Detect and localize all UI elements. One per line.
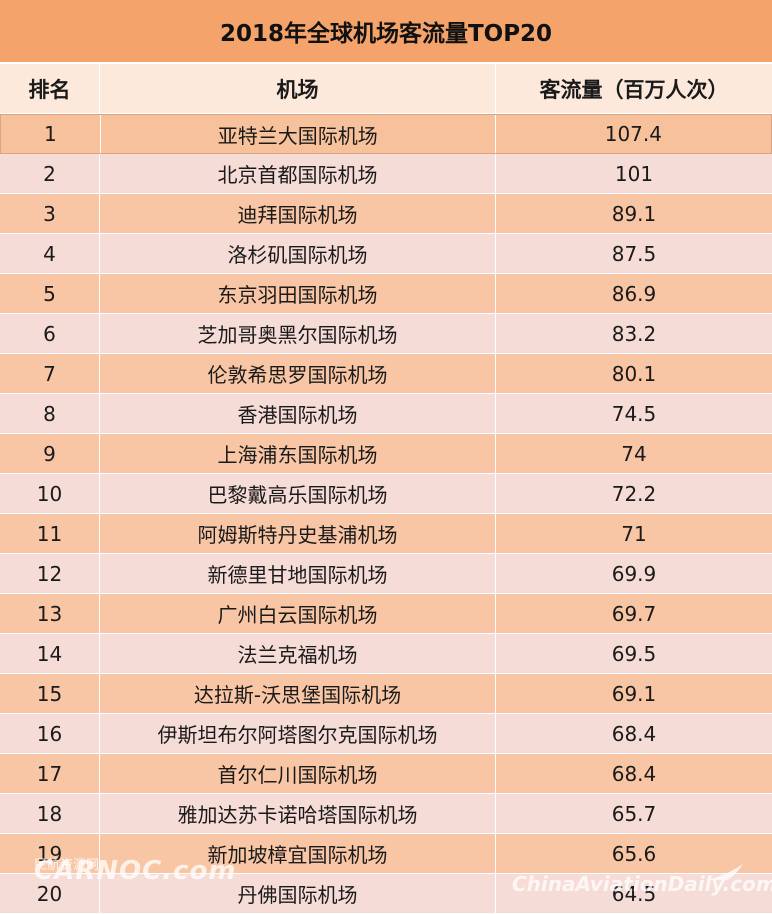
airport-cell: 伊斯坦布尔阿塔图尔克国际机场 <box>100 714 496 753</box>
table-row: 9 上海浦东国际机场 74 <box>0 434 772 474</box>
traffic-cell: 87.5 <box>611 241 657 266</box>
rank-cell: 4 <box>0 234 100 273</box>
airport-cell: 北京首都国际机场 <box>100 154 496 193</box>
rank-cell: 14 <box>0 634 100 673</box>
traffic-cell: 69.7 <box>611 601 657 626</box>
rank-cell: 8 <box>0 394 100 433</box>
header-row: 排名 机场 客流量（百万人次） <box>0 64 772 114</box>
header-traffic: 客流量（百万人次） <box>539 77 729 102</box>
airport-cell: 洛杉矶国际机场 <box>100 234 496 273</box>
rank-cell: 15 <box>0 674 100 713</box>
traffic-cell: 69.5 <box>611 641 657 666</box>
rank-cell: 11 <box>0 514 100 553</box>
table-row: 7 伦敦希思罗国际机场 80.1 <box>0 354 772 394</box>
header-rank: 排名 <box>0 64 100 113</box>
table-row: 17 首尔仁川国际机场 68.4 <box>0 754 772 794</box>
rank-cell: 19 <box>0 834 100 873</box>
traffic-cell: 86.9 <box>611 281 657 306</box>
airport-cell: 迪拜国际机场 <box>100 194 496 233</box>
airport-cell: 广州白云国际机场 <box>100 594 496 633</box>
rank-cell: 12 <box>0 554 100 593</box>
traffic-cell: 65.7 <box>611 801 657 826</box>
table-row: 2 北京首都国际机场 101 <box>0 154 772 194</box>
table-row: 6 芝加哥奥黑尔国际机场 83.2 <box>0 314 772 354</box>
table-row: 12 新德里甘地国际机场 69.9 <box>0 554 772 594</box>
rank-cell: 20 <box>0 874 100 913</box>
traffic-cell: 69.1 <box>611 681 657 706</box>
rank-cell: 6 <box>0 314 100 353</box>
table-row: 19 新加坡樟宜国际机场 65.6 <box>0 834 772 874</box>
airport-cell: 东京羽田国际机场 <box>100 274 496 313</box>
airport-cell: 上海浦东国际机场 <box>100 434 496 473</box>
rank-cell: 2 <box>0 154 100 193</box>
traffic-cell: 72.2 <box>611 481 657 506</box>
airport-cell: 首尔仁川国际机场 <box>100 754 496 793</box>
airport-cell: 雅加达苏卡诺哈塔国际机场 <box>100 794 496 833</box>
rank-cell: 1 <box>1 115 101 153</box>
airport-cell: 伦敦希思罗国际机场 <box>100 354 496 393</box>
traffic-cell: 101 <box>614 161 654 186</box>
table-row: 13 广州白云国际机场 69.7 <box>0 594 772 634</box>
traffic-cell: 107.4 <box>604 122 662 146</box>
table-row: 15 达拉斯-沃思堡国际机场 69.1 <box>0 674 772 714</box>
table-row: 14 法兰克福机场 69.5 <box>0 634 772 674</box>
airport-cell: 新德里甘地国际机场 <box>100 554 496 593</box>
traffic-cell: 83.2 <box>611 321 657 346</box>
traffic-cell: 74.5 <box>611 401 657 426</box>
table-row: 10 巴黎戴高乐国际机场 72.2 <box>0 474 772 514</box>
airport-cell: 法兰克福机场 <box>100 634 496 673</box>
traffic-cell: 65.6 <box>611 841 657 866</box>
table-row: 4 洛杉矶国际机场 87.5 <box>0 234 772 274</box>
traffic-cell: 68.4 <box>611 761 657 786</box>
table-title: 2018年全球机场客流量TOP20 <box>0 0 772 64</box>
rank-cell: 3 <box>0 194 100 233</box>
rank-cell: 5 <box>0 274 100 313</box>
traffic-cell: 74 <box>621 441 647 466</box>
table-row: 16 伊斯坦布尔阿塔图尔克国际机场 68.4 <box>0 714 772 754</box>
rank-cell: 16 <box>0 714 100 753</box>
traffic-cell: 64.5 <box>611 881 657 906</box>
table-row: 20 丹佛国际机场 64.5 <box>0 874 772 914</box>
header-airport: 机场 <box>100 64 496 113</box>
table-row: 18 雅加达苏卡诺哈塔国际机场 65.7 <box>0 794 772 834</box>
rank-cell: 9 <box>0 434 100 473</box>
airport-cell: 芝加哥奥黑尔国际机场 <box>100 314 496 353</box>
airport-cell: 新加坡樟宜国际机场 <box>100 834 496 873</box>
airport-cell: 达拉斯-沃思堡国际机场 <box>100 674 496 713</box>
rank-cell: 13 <box>0 594 100 633</box>
table-grid: 排名 机场 客流量（百万人次） 1 亚特兰大国际机场 107.4 2 北京首都国际机场 1… <box>0 64 772 914</box>
rank-cell: 18 <box>0 794 100 833</box>
traffic-cell: 69.9 <box>611 561 657 586</box>
table-row: 8 香港国际机场 74.5 <box>0 394 772 434</box>
table-row: 5 东京羽田国际机场 86.9 <box>0 274 772 314</box>
traffic-cell: 80.1 <box>611 361 657 386</box>
airport-cell: 亚特兰大国际机场 <box>101 115 496 153</box>
traffic-cell: 71 <box>621 521 647 546</box>
rank-cell: 17 <box>0 754 100 793</box>
table-row: 1 亚特兰大国际机场 107.4 <box>0 114 772 154</box>
airport-cell: 香港国际机场 <box>100 394 496 433</box>
airport-cell: 阿姆斯特丹史基浦机场 <box>100 514 496 553</box>
rank-cell: 10 <box>0 474 100 513</box>
traffic-cell: 68.4 <box>611 721 657 746</box>
table-row: 11 阿姆斯特丹史基浦机场 71 <box>0 514 772 554</box>
traffic-cell: 89.1 <box>611 201 657 226</box>
table-row: 3 迪拜国际机场 89.1 <box>0 194 772 234</box>
table-body: 1 亚特兰大国际机场 107.4 2 北京首都国际机场 101 3 迪拜国际机场 89.1 4 洛杉… <box>0 114 772 914</box>
airport-cell: 丹佛国际机场 <box>100 874 496 913</box>
airport-cell: 巴黎戴高乐国际机场 <box>100 474 496 513</box>
rank-cell: 7 <box>0 354 100 393</box>
